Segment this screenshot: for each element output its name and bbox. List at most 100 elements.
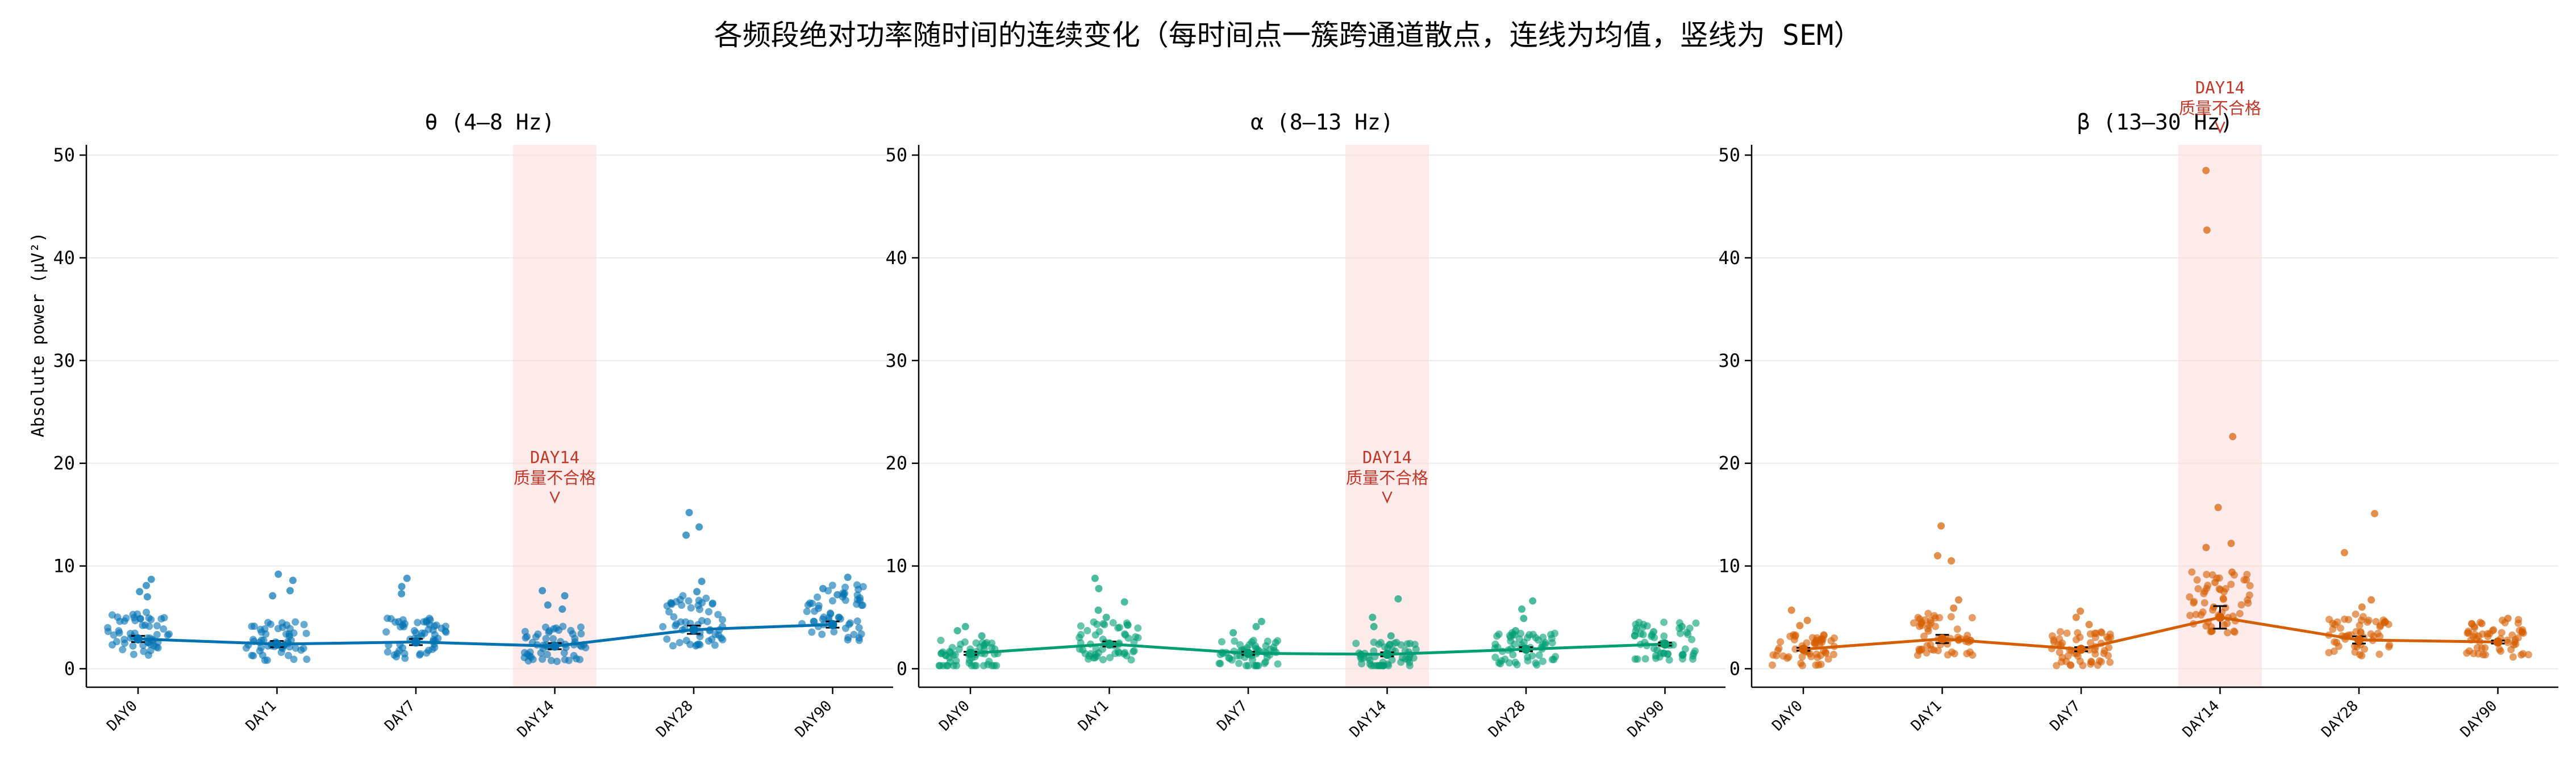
scatter-point [2385, 620, 2392, 628]
scatter-point [1092, 645, 1100, 653]
scatter-point [672, 622, 680, 630]
scatter-point [393, 653, 401, 661]
y-tick-label: 0 [897, 658, 907, 679]
scatter-point [1507, 633, 1515, 641]
scatter-point [676, 596, 684, 604]
scatter-point [988, 643, 996, 651]
outlier-point [398, 583, 406, 591]
scatter-point [1779, 652, 1787, 660]
mean-marker [2493, 637, 2503, 647]
scatter-point [1910, 619, 1918, 627]
scatter-point [818, 630, 826, 638]
x-tick-label: DAY28 [653, 697, 697, 741]
x-tick-label: DAY14 [2179, 697, 2223, 741]
scatter-point [846, 619, 854, 627]
scatter-point [134, 610, 141, 618]
outlier-point [1518, 605, 1526, 613]
scatter-point [1216, 659, 1224, 667]
x-tick-label: DAY28 [1485, 697, 1529, 741]
scatter-point [297, 646, 305, 654]
outlier-point [561, 592, 569, 600]
scatter-point [1768, 661, 1776, 669]
scatter-point [2224, 629, 2232, 637]
scatter-point [2478, 630, 2486, 638]
scatter-point [685, 597, 693, 605]
scatter-point [1631, 655, 1639, 663]
scatter-point [1829, 650, 1837, 658]
scatter-point [717, 634, 725, 642]
y-tick-label: 30 [885, 350, 907, 371]
scatter-point [2107, 633, 2115, 641]
scatter-point [2095, 657, 2103, 665]
scatter-point [1920, 632, 1928, 640]
outlier-point [1257, 617, 1265, 625]
scatter-point [1491, 640, 1499, 648]
scatter-point [1677, 629, 1685, 637]
scatter-point [1964, 632, 1971, 640]
scatter-point [1769, 651, 1777, 659]
scatter-point [143, 608, 151, 616]
quality-annotation-text: 质量不合格 [514, 469, 596, 488]
scatter-point [291, 618, 299, 626]
scatter-point [2514, 619, 2522, 627]
scatter-point [2486, 630, 2494, 638]
scatter-point [119, 646, 127, 654]
scatter-point [828, 597, 836, 605]
outlier-point [147, 575, 155, 583]
outlier-point [142, 582, 150, 590]
scatter-point [2215, 585, 2223, 593]
scatter-point [844, 633, 852, 641]
scatter-point [1791, 645, 1799, 653]
scatter-point [401, 654, 409, 662]
y-tick-label: 20 [885, 453, 907, 474]
scatter-point [431, 631, 439, 639]
scatter-point [841, 583, 849, 591]
mean-marker [1382, 650, 1392, 659]
outlier-point [833, 591, 841, 599]
scatter-point [1803, 639, 1811, 647]
scatter-point [1509, 651, 1517, 659]
scatter-point [2498, 629, 2506, 637]
scatter-point [2352, 610, 2360, 618]
scatter-point [561, 655, 569, 663]
y-tick-label: 50 [1718, 144, 1740, 166]
scatter-point [553, 658, 561, 666]
mean-marker [134, 634, 143, 643]
highlight-band [1345, 145, 1429, 687]
scatter-point [2504, 638, 2512, 646]
scatter-point [153, 622, 161, 630]
scatter-point [1915, 645, 1923, 653]
scatter-point [659, 622, 667, 630]
scatter-point [2087, 639, 2095, 647]
scatter-point [1950, 650, 1958, 658]
outlier-point [1095, 584, 1103, 592]
scatter-point [122, 614, 130, 622]
scatter-point [835, 613, 843, 621]
mean-marker [272, 640, 282, 649]
scatter-point [953, 662, 961, 670]
scatter-point [803, 608, 811, 616]
scatter-point [1924, 627, 1932, 635]
scatter-point [2221, 604, 2229, 612]
outlier-point [1520, 615, 1528, 622]
scatter-point [2231, 628, 2239, 636]
scatter-point [2194, 585, 2202, 593]
scatter-point [1777, 638, 1785, 646]
scatter-point [2079, 662, 2087, 670]
scatter-point [1393, 638, 1400, 646]
scatter-point [2375, 650, 2383, 658]
outlier-point [2227, 540, 2235, 548]
scatter-point [808, 628, 816, 636]
scatter-point [2330, 647, 2338, 655]
scatter-point [570, 651, 578, 659]
outlier-point [1787, 606, 1795, 614]
scatter-point [1079, 646, 1087, 654]
mean-marker [1104, 640, 1114, 649]
mean-marker [966, 649, 975, 658]
scatter-point [165, 630, 173, 638]
scatter-point [703, 617, 711, 625]
scatter-point [2091, 650, 2099, 658]
outlier-point [1120, 598, 1128, 606]
outlier-point [143, 593, 151, 601]
